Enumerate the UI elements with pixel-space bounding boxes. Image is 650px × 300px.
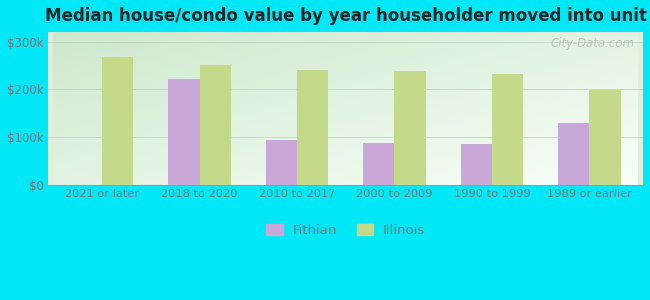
Bar (395, 71, 426, 184)
Bar (168, 79, 200, 184)
Bar (297, 70, 328, 184)
Bar (558, 123, 590, 184)
Bar (590, 90, 621, 184)
Bar (200, 65, 231, 184)
Text: City-Data.com: City-Data.com (550, 37, 634, 50)
Bar (461, 144, 492, 184)
Bar (363, 143, 395, 184)
Bar (492, 74, 523, 184)
Title: Median house/condo value by year householder moved into unit: Median house/condo value by year househo… (45, 7, 647, 25)
Legend: Fithian, Illinois: Fithian, Illinois (261, 218, 430, 242)
Bar (266, 140, 297, 184)
Bar (102, 57, 133, 184)
